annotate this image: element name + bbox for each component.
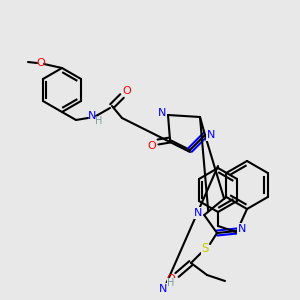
- Text: O: O: [148, 141, 156, 151]
- Text: H: H: [167, 278, 175, 288]
- Text: O: O: [37, 58, 45, 68]
- Text: S: S: [201, 242, 209, 256]
- Text: N: N: [158, 108, 166, 118]
- Text: N: N: [194, 208, 202, 218]
- Text: N: N: [238, 224, 246, 234]
- Text: H: H: [95, 116, 103, 126]
- Text: O: O: [123, 86, 131, 96]
- Text: N: N: [207, 130, 215, 140]
- Text: N: N: [159, 284, 167, 294]
- Text: O: O: [167, 274, 176, 284]
- Text: N: N: [88, 111, 96, 121]
